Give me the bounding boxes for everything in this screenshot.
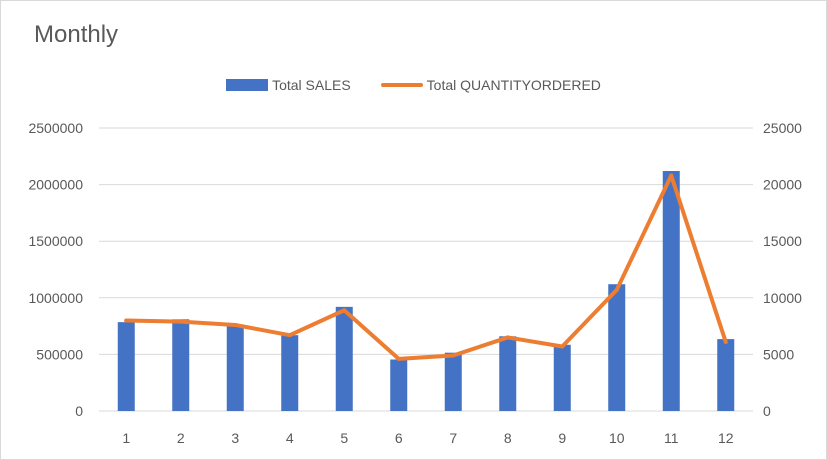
- x-tick-label: 2: [177, 430, 185, 446]
- x-tick-label: 9: [558, 430, 566, 446]
- bar: [662, 171, 680, 411]
- y-right-tick-label: 10000: [763, 290, 802, 306]
- line-point: [342, 308, 347, 313]
- bar: [117, 322, 135, 411]
- legend-swatch-bar: [226, 79, 269, 91]
- legend-label-quantity: Total QUANTITYORDERED: [426, 77, 601, 93]
- y-left-tick-label: 500000: [36, 346, 83, 362]
- series-line: [124, 173, 728, 361]
- y-left-tick-label: 0: [75, 403, 83, 419]
- chart-legend: Total SALES Total QUANTITYORDERED: [1, 77, 826, 93]
- bar: [390, 359, 408, 411]
- bar: [172, 319, 190, 411]
- line-point: [178, 319, 183, 324]
- x-tick-label: 4: [286, 430, 294, 446]
- bar: [444, 352, 462, 411]
- line-point: [451, 353, 456, 358]
- y-right-tick-label: 5000: [763, 346, 794, 362]
- y-right-tick-label: 20000: [763, 177, 802, 193]
- chart-title: Monthly: [34, 21, 119, 48]
- bar: [226, 325, 244, 411]
- x-tick-label: 6: [395, 430, 403, 446]
- x-tick-label: 7: [449, 430, 457, 446]
- line-point: [669, 173, 674, 178]
- y-left-tick-label: 2000000: [28, 177, 83, 193]
- line-point: [396, 356, 401, 361]
- line-point: [505, 335, 510, 340]
- y-right-tick-label: 25000: [763, 120, 802, 136]
- line-point: [723, 339, 728, 344]
- bar: [281, 335, 299, 411]
- line-point: [233, 322, 238, 327]
- bar: [608, 284, 626, 411]
- line-point: [124, 318, 129, 323]
- x-tick-label: 5: [340, 430, 348, 446]
- bar: [717, 339, 735, 411]
- bar: [499, 336, 517, 411]
- y-right-tick-label: 0: [763, 403, 771, 419]
- x-tick-label: 8: [504, 430, 512, 446]
- line-point: [614, 287, 619, 292]
- legend-swatch-line: [380, 83, 423, 87]
- legend-label-sales: Total SALES: [272, 77, 351, 93]
- line-point: [287, 333, 292, 338]
- x-tick-label: 3: [231, 430, 239, 446]
- y-right-tick-label: 15000: [763, 233, 802, 249]
- x-tick-label: 11: [664, 430, 679, 446]
- legend-item-quantity: Total QUANTITYORDERED: [380, 77, 601, 93]
- bar: [553, 344, 571, 411]
- y-left-tick-label: 2500000: [28, 120, 83, 136]
- bar: [335, 306, 353, 411]
- x-tick-label: 12: [718, 430, 734, 446]
- line-point: [560, 344, 565, 349]
- x-tick-label: 10: [609, 430, 625, 446]
- legend-item-sales: Total SALES: [226, 77, 351, 93]
- y-left-tick-label: 1500000: [28, 233, 83, 249]
- y-left-tick-label: 1000000: [28, 290, 83, 306]
- x-tick-label: 1: [122, 430, 130, 446]
